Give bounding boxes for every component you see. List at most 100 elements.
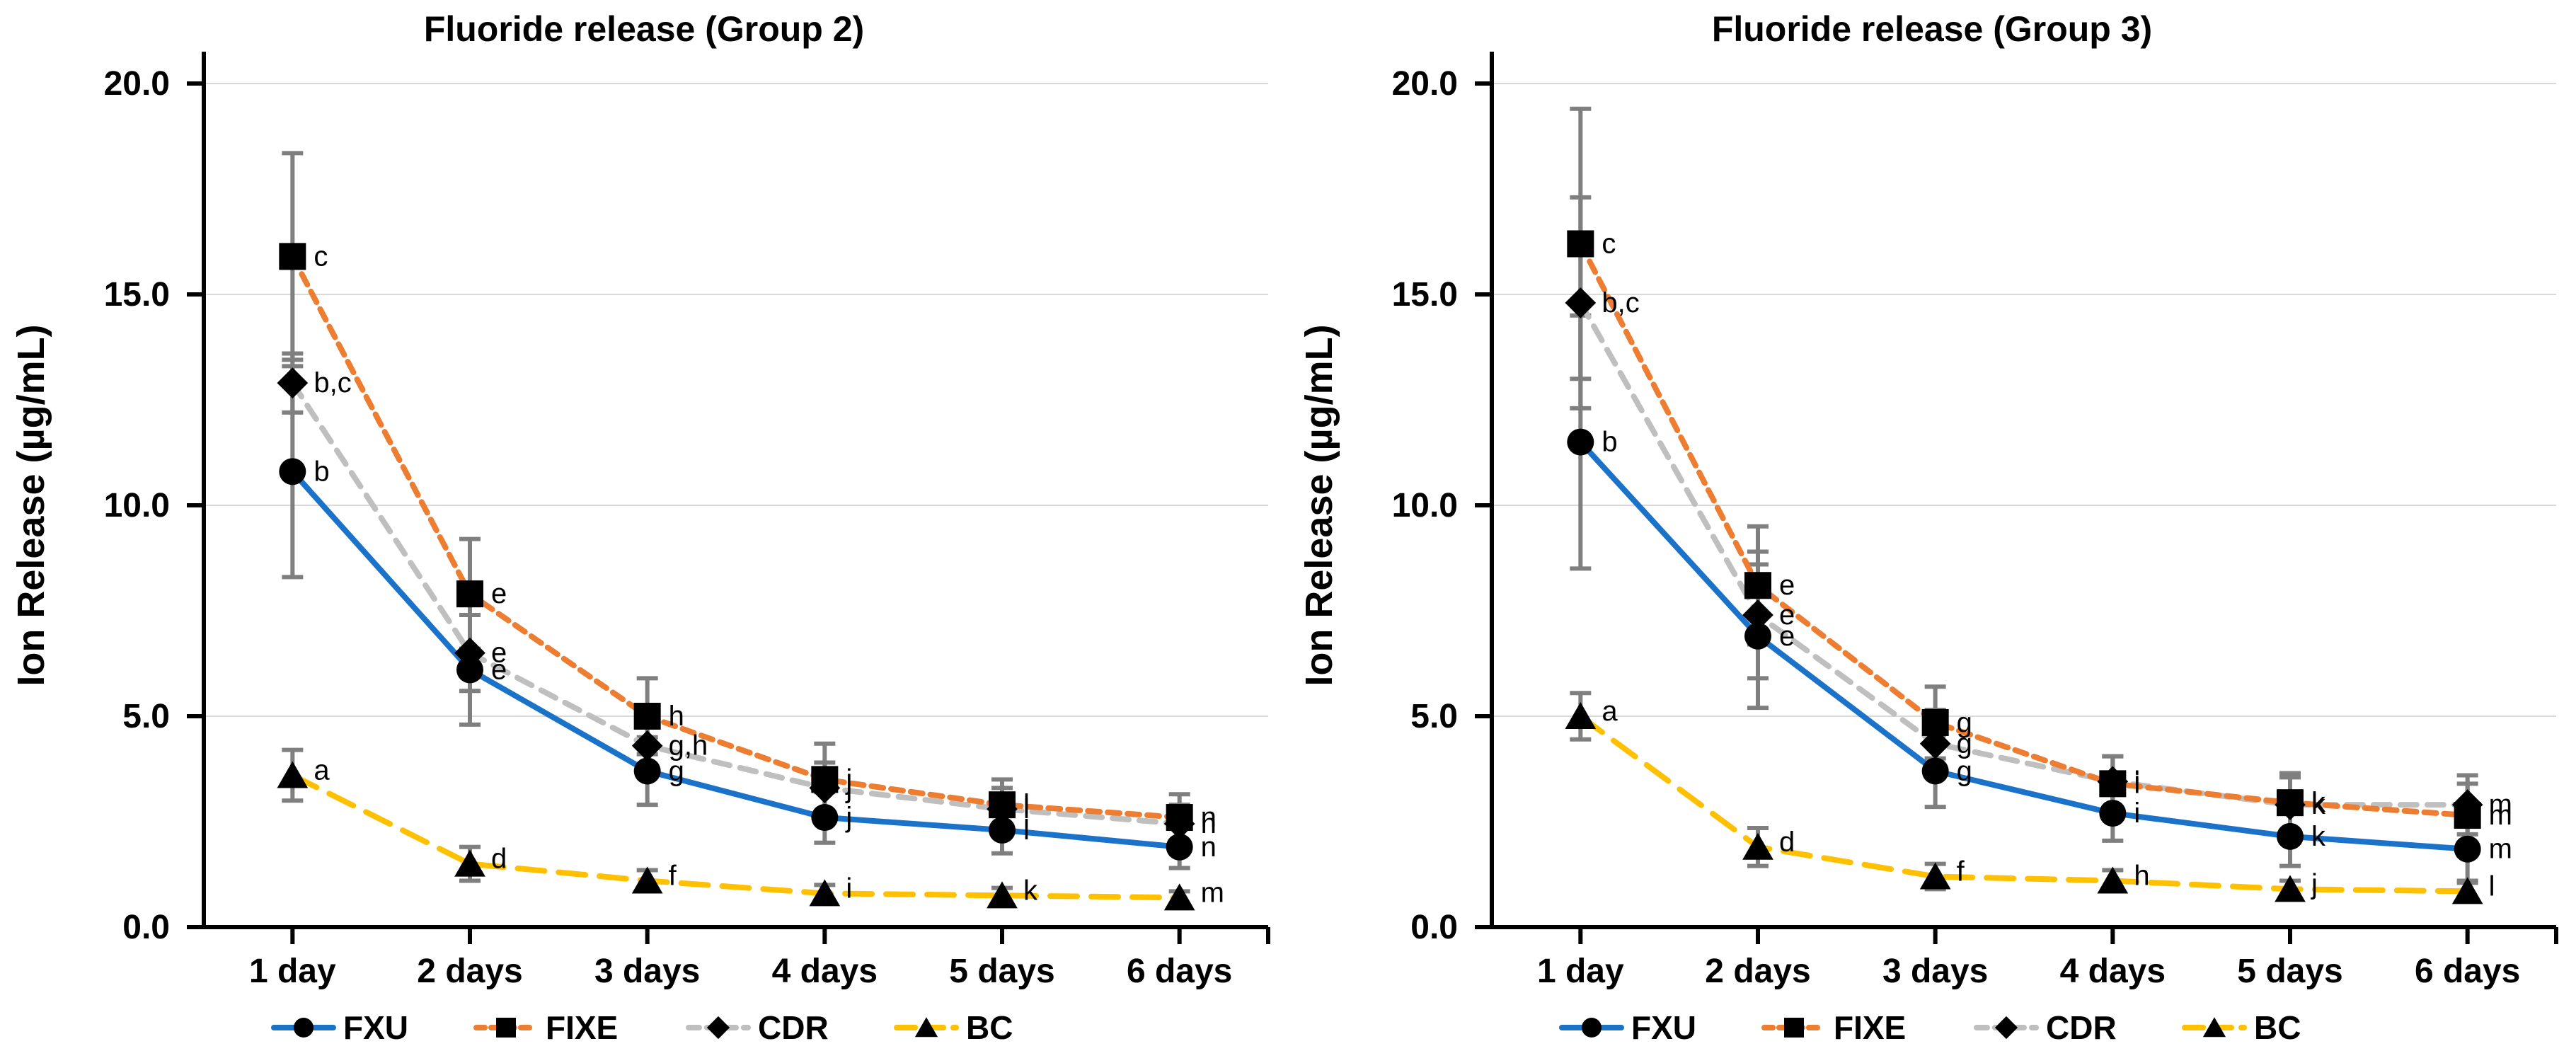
square-marker-fixe (1921, 708, 1949, 736)
chart-title: Fluoride release (Group 3) (1712, 9, 2152, 49)
point-label: c (1602, 228, 1616, 259)
point-label: l (1023, 815, 1030, 846)
series-line-fxu (1577, 439, 2471, 852)
point-label: a (1602, 696, 1618, 727)
point-label: j (2311, 868, 2318, 900)
point-label: a (314, 754, 330, 786)
axes (187, 52, 1270, 944)
square-marker-fixe (1744, 572, 1771, 599)
diamond-marker-cdr (1565, 287, 1597, 318)
series-line-cdr (1577, 299, 2471, 808)
circle-marker-fxu (1166, 833, 1193, 861)
circle-marker-fxu (2277, 822, 2304, 850)
legend-item-cdr: CDR (1974, 1009, 2117, 1046)
circle-marker-fxu (2099, 800, 2127, 827)
point-label: l (1023, 793, 1030, 824)
x-tick-label: 2 days (1705, 953, 1810, 990)
triangle-marker-bc (987, 881, 1018, 909)
legend-item-fxu: FXU (1559, 1009, 1696, 1046)
point-label: e (1779, 621, 1795, 652)
x-tick-label: 5 days (949, 953, 1054, 990)
point-label: j (845, 772, 852, 803)
legend-label: FXU (1631, 1009, 1696, 1046)
point-label: l (1023, 789, 1030, 820)
point-label: j (845, 764, 852, 795)
y-tick-label: 0.0 (1410, 909, 1458, 946)
diamond-marker-cdr (277, 367, 309, 399)
y-tick-label: 20.0 (1392, 65, 1458, 103)
point-label: i (2134, 766, 2140, 797)
square-marker-fixe (989, 791, 1016, 819)
y-tick-label: 10.0 (104, 487, 170, 524)
legend-label: BC (2254, 1009, 2301, 1046)
point-label: e (491, 578, 507, 609)
circle-marker-fxu (1744, 622, 1771, 650)
point-label: d (491, 844, 507, 875)
legend-label: CDR (758, 1009, 829, 1046)
error-bars (1570, 106, 2478, 902)
legend-triangle-marker (2202, 1017, 2226, 1038)
point-label: j (845, 802, 852, 833)
point-label: k (1023, 875, 1038, 906)
gridlines (204, 83, 1268, 717)
legend-square-marker (1784, 1018, 1804, 1038)
x-tick-label: 1 day (249, 953, 336, 990)
point-label: m (1201, 877, 1224, 908)
y-tick-label: 0.0 (122, 909, 170, 946)
circle-marker-fxu (1567, 428, 1594, 456)
series-lines (1577, 241, 2471, 895)
point-label: k (2311, 789, 2326, 820)
circle-marker-fxu (989, 816, 1016, 844)
point-label: b,c (314, 367, 351, 398)
series-markers (277, 243, 1195, 911)
circle-marker-fxu (279, 458, 306, 485)
series-lines (289, 253, 1183, 901)
x-tick-label: 5 days (2237, 953, 2342, 990)
point-label: g (1957, 728, 1972, 759)
point-label: d (1779, 827, 1795, 858)
triangle-marker-bc (1163, 883, 1195, 911)
circle-marker-fxu (633, 757, 661, 785)
point-label: n (1201, 802, 1217, 833)
point-label: k (2311, 821, 2326, 852)
circle-marker-fxu (1921, 757, 1949, 785)
legend-label: FIXE (546, 1009, 618, 1046)
point-label: n (1201, 832, 1217, 863)
legend-item-bc: BC (894, 1009, 1013, 1046)
triangle-marker-bc (2097, 866, 2129, 894)
point-label: m (2489, 800, 2512, 831)
point-label: m (2489, 834, 2512, 865)
chart-title: Fluoride release (Group 2) (424, 9, 864, 49)
point-label: e (1779, 570, 1795, 601)
square-marker-fixe (1567, 230, 1594, 258)
point-label: g,h (669, 730, 708, 762)
x-tick-label: 1 day (1537, 953, 1624, 990)
legend-item-bc: BC (2182, 1009, 2301, 1046)
legend-label: FIXE (1834, 1009, 1906, 1046)
y-axis-title: Ion Release (µg/mL) (1298, 324, 1340, 686)
x-tick-label: 4 days (2060, 953, 2166, 990)
triangle-marker-bc (277, 761, 309, 788)
point-label: m (2489, 789, 2512, 820)
legend-label: FXU (343, 1009, 408, 1046)
legend: FXU FIXE CDR BC (271, 1009, 1013, 1046)
legend-circle-marker (1582, 1018, 1602, 1038)
series-line-bc (1577, 713, 2471, 895)
point-label: e (491, 638, 507, 669)
legend-label: BC (966, 1009, 1013, 1046)
diamond-marker-cdr (1742, 599, 1773, 631)
chart-group3: b e g i k m c e g i k m b,c e g i k m a d f h j l 0.0 5.0 10.0 15.0… (1288, 0, 2576, 1063)
square-marker-fixe (1166, 804, 1193, 832)
group2-chart-svg: b e g j l n c e h j l n b,c e g,h j l n a d f i k m 0.0 5.0 10.0 15… (10, 9, 1270, 1046)
point-label: e (1779, 599, 1795, 631)
legend-item-fixe: FIXE (473, 1009, 618, 1046)
x-tick-label: 4 days (772, 953, 878, 990)
circle-marker-fxu (2454, 835, 2481, 863)
square-marker-fixe (811, 766, 839, 793)
diamond-marker-cdr (631, 730, 663, 762)
square-marker-fixe (2454, 802, 2481, 829)
legend-diamond-marker (706, 1016, 730, 1040)
point-label: h (669, 701, 684, 732)
legend-square-marker (496, 1018, 516, 1038)
point-label: c (314, 241, 328, 272)
